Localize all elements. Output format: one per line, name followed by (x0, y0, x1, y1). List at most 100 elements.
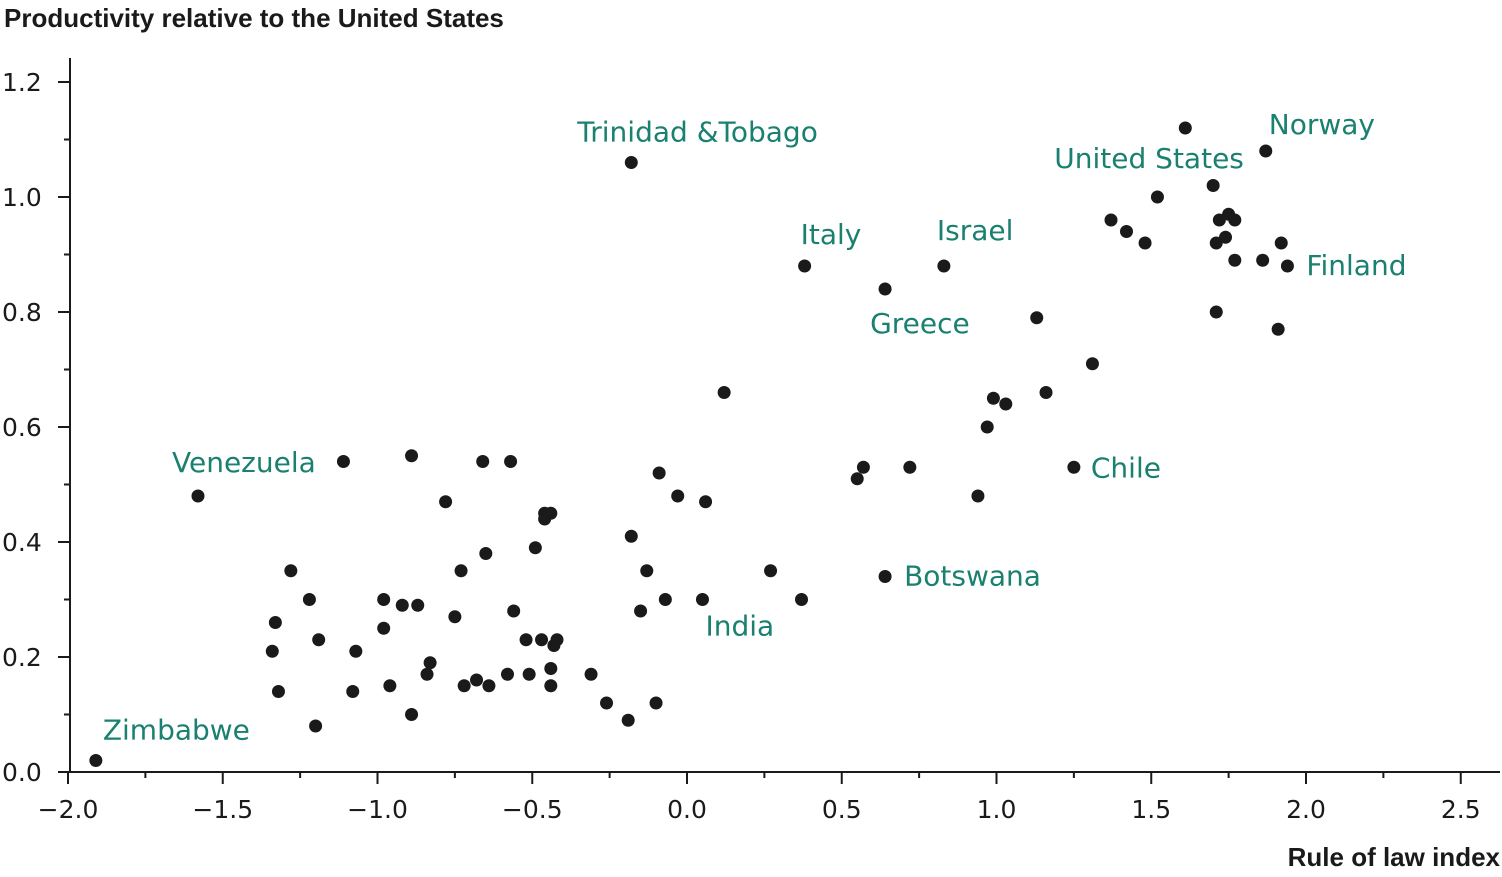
data-point (377, 593, 391, 606)
y-axis-title: Productivity relative to the United Stat… (4, 3, 504, 33)
data-point (695, 593, 709, 606)
data-point (878, 570, 892, 583)
data-point (191, 489, 205, 503)
data-point (500, 667, 514, 681)
data-point (1256, 253, 1270, 267)
data-point (624, 529, 638, 543)
country-label: Finland (1306, 249, 1406, 282)
data-point (1085, 357, 1099, 371)
data-point (1274, 236, 1288, 250)
y-tick-label: 0.0 (2, 758, 42, 787)
data-point (856, 460, 870, 474)
data-point (878, 282, 892, 296)
data-point (550, 633, 564, 647)
data-point (1228, 253, 1242, 267)
data-point (1209, 236, 1223, 250)
data-point (980, 420, 994, 434)
data-point (986, 391, 1000, 405)
data-point (522, 667, 536, 681)
data-point (454, 564, 468, 578)
data-point (717, 386, 731, 399)
data-point (346, 685, 360, 698)
data-point (1212, 213, 1226, 227)
data-point (634, 604, 648, 618)
data-point (1259, 144, 1273, 158)
data-point (1150, 190, 1164, 204)
y-tick-label: 0.8 (2, 298, 42, 327)
y-tick-label: 1.0 (2, 183, 42, 212)
data-point (1271, 322, 1285, 336)
country-label: Israel (937, 214, 1014, 247)
data-point (439, 495, 453, 509)
data-point (764, 564, 778, 578)
data-point (544, 679, 558, 693)
data-point (349, 644, 363, 658)
data-point (1039, 386, 1053, 399)
data-point (624, 156, 638, 169)
data-point (1209, 305, 1223, 319)
y-tick-label: 0.2 (2, 643, 42, 672)
x-tick-label: 0.0 (667, 795, 707, 824)
data-point (600, 696, 614, 710)
data-point (1219, 230, 1233, 244)
x-axis-ticks: −2.0 −1.5 −1.0 −0.5 0.0 0.5 1.0 1.5 2.0 2.5 (38, 772, 1481, 824)
data-point (265, 644, 279, 658)
data-point (457, 679, 471, 693)
data-point (309, 719, 323, 733)
data-point (1138, 236, 1152, 250)
data-point (971, 489, 985, 503)
x-tick-label: 1.5 (1131, 795, 1171, 824)
data-point (405, 708, 419, 721)
data-point (658, 593, 672, 606)
country-label: Norway (1269, 108, 1375, 141)
country-label: United States (1054, 142, 1244, 175)
data-point (652, 466, 666, 480)
data-point (1104, 213, 1118, 227)
data-point (903, 460, 917, 474)
data-point (621, 713, 635, 727)
data-point (1119, 225, 1133, 238)
country-label: Botswana (904, 560, 1041, 593)
data-point (482, 679, 496, 693)
data-point (284, 564, 298, 578)
x-tick-label: −2.0 (38, 795, 99, 824)
data-point (528, 541, 542, 555)
y-tick-label: 0.6 (2, 413, 42, 442)
x-tick-label: 2.0 (1286, 795, 1326, 824)
data-point (383, 679, 397, 693)
country-label: Zimbabwe (103, 714, 250, 747)
data-point (268, 616, 282, 629)
data-point (336, 455, 350, 468)
data-point (1178, 121, 1192, 135)
data-point (999, 397, 1013, 411)
data-point (411, 598, 425, 612)
x-tick-label: 2.5 (1441, 795, 1481, 824)
x-axis-title: Rule of law index (1288, 842, 1501, 872)
country-label: Chile (1091, 451, 1161, 484)
data-point (470, 673, 484, 687)
data-point (377, 621, 391, 635)
y-tick-label: 0.4 (2, 528, 42, 557)
country-label: Trinidad &Tobago (576, 116, 818, 149)
data-point (798, 259, 812, 273)
data-point (423, 656, 437, 670)
x-tick-label: 0.5 (822, 795, 862, 824)
data-point (850, 472, 864, 486)
data-point (519, 633, 533, 647)
data-point (405, 449, 419, 463)
country-annotations: Trinidad &Tobago Norway United States Italy… (103, 108, 1407, 747)
x-tick-label: 1.0 (977, 795, 1017, 824)
data-point (671, 489, 685, 503)
data-point (1067, 460, 1081, 474)
data-point (448, 610, 462, 624)
x-tick-label: −1.5 (192, 795, 253, 824)
data-point (271, 685, 285, 698)
y-axis-ticks: 0.0 0.2 0.4 0.6 0.8 1.0 1.2 (2, 68, 70, 787)
country-label: Italy (801, 218, 862, 251)
data-point (584, 667, 598, 681)
data-point (395, 598, 409, 612)
data-point (544, 662, 558, 675)
data-point (640, 564, 654, 578)
x-tick-label: −1.0 (347, 795, 408, 824)
data-point (699, 495, 713, 509)
